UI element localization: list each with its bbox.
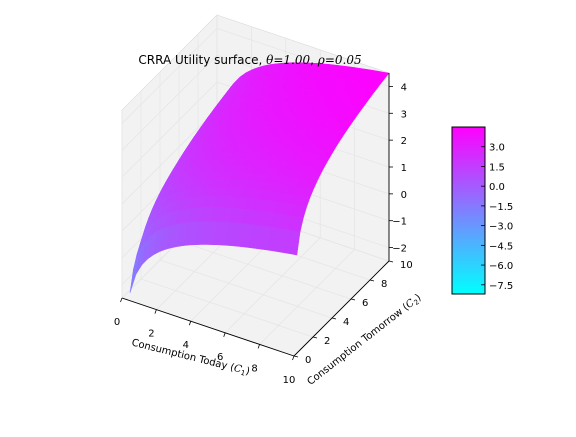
y-tick-label: 8 <box>381 279 387 290</box>
colorbar-tick-label: −1.5 <box>489 202 513 213</box>
colorbar-tick-label: −6.0 <box>489 261 513 272</box>
y-tick-mark <box>293 355 299 358</box>
y-tick-label: 10 <box>400 260 413 271</box>
y-tick-mark <box>350 298 356 301</box>
z-tick-label: 3 <box>401 109 407 120</box>
z-tick-label: −1 <box>392 217 407 228</box>
x-axis-line <box>121 297 295 357</box>
axis-ticks: 0 2 4 6 8 10 0 2 4 6 8 10 −2 −1 0 1 2 3 4 <box>114 82 413 386</box>
y-axis-line <box>293 260 390 357</box>
x-tick-label: 0 <box>114 317 120 328</box>
z-tick-label: 0 <box>401 190 407 201</box>
x-tick-label: 4 <box>183 340 189 351</box>
z-tick-label: 4 <box>401 82 407 93</box>
y-tick-mark <box>312 336 318 339</box>
z-tick-label: −2 <box>392 244 407 255</box>
colorbar-tick-label: −7.5 <box>489 281 513 292</box>
colorbar-tick-label: 0.0 <box>489 182 505 193</box>
utility-surface <box>129 62 390 293</box>
y-tick-label: 0 <box>305 355 311 366</box>
x-axis-label: Consumption Today (C1) <box>130 338 251 379</box>
chart-title: CRRA Utility surface, θ=1.00, ρ=0.05 <box>138 53 361 67</box>
colorbar-tick-label: −3.0 <box>489 222 513 233</box>
y-tick-label: 2 <box>324 336 330 347</box>
x-tick-label: 6 <box>217 352 223 363</box>
y-tick-mark <box>331 317 337 320</box>
y-tick-mark <box>369 279 375 282</box>
x-tick-mark <box>257 344 260 349</box>
colorbar-ticks: 3.0 1.5 0.0 −1.5 −3.0 −4.5 −6.0 −7.5 <box>481 143 513 292</box>
x-tick-label: 2 <box>148 329 154 340</box>
colorbar-tick-label: −4.5 <box>489 241 513 252</box>
y-tick-mark <box>388 260 394 263</box>
x-tick-mark <box>154 309 157 314</box>
x-tick-mark <box>120 297 123 303</box>
x-tick-label: 10 <box>283 375 296 386</box>
x-tick-label: 8 <box>251 363 257 374</box>
x-tick-mark <box>292 355 295 361</box>
gridline-y <box>159 72 333 319</box>
y-tick-label: 4 <box>343 317 349 328</box>
colorbar-tick-label: 1.5 <box>489 162 505 173</box>
gridline-y <box>140 91 314 338</box>
y-tick-label: 6 <box>362 298 368 309</box>
surface-facet <box>290 230 301 256</box>
x-tick-mark <box>223 332 226 337</box>
z-tick-label: 1 <box>401 163 407 174</box>
colorbar-gradient <box>451 126 486 295</box>
z-tick-label: 2 <box>401 136 407 147</box>
colorbar-tick-label: 3.0 <box>489 143 505 154</box>
colorbar: 3.0 1.5 0.0 −1.5 −3.0 −4.5 −6.0 −7.5 <box>451 126 513 295</box>
x-tick-mark <box>188 321 192 326</box>
